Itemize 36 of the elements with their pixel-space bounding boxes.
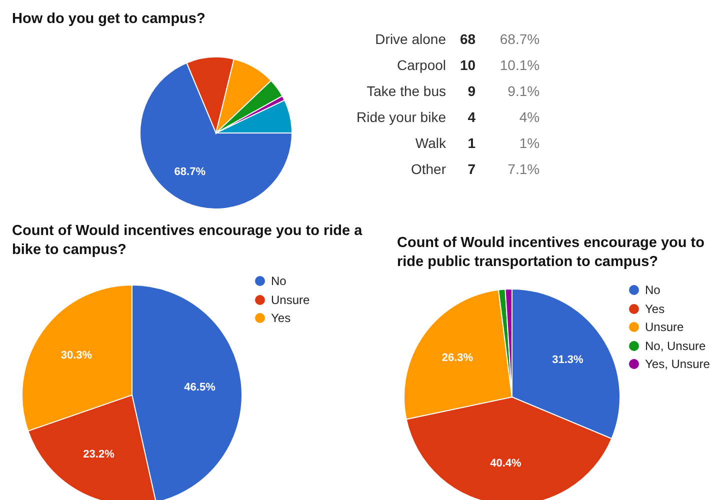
category-label: Carpool [396,56,447,75]
chart-title: Count of Would incentives encourage you to ride public transportation to campus? [397,234,706,272]
data-label: 40.4% [490,458,522,470]
legend-label: Unsure [645,320,684,334]
data-label: 9 [466,82,477,101]
legend-label: Unsure [271,292,310,307]
text: 10.1% [498,56,541,75]
text: 7.1% [506,160,541,179]
data-label: 68.7% [174,166,206,178]
data-label: 68 [459,30,477,49]
data-label: 31.3% [552,354,584,366]
data-label: 26.3% [442,352,474,364]
category-label: Drive alone [374,30,447,49]
category-label: Ride your bike [356,108,447,127]
legend-label: Yes [645,302,665,316]
data-label: 1 [466,134,477,153]
data-label: 7 [466,160,477,179]
data-label: 30.3% [60,349,92,362]
legend-label: Yes, Unsure [645,357,710,372]
data-label: 23.2% [83,448,115,461]
category-label: Take the bus [366,82,447,101]
legend-label: No [645,283,660,298]
text: 1% [518,134,541,153]
text: 4% [518,108,541,127]
category-label: Other [410,160,447,179]
text: 68.7% [498,30,541,49]
text: 9.1% [506,82,541,101]
chart-title: How do you get to campus? [12,10,206,29]
legend-label: Yes [271,311,291,326]
category-label: Walk [414,134,447,153]
legend-label: No, Unsure [645,338,706,353]
data-label: 10 [459,56,477,75]
data-label: 4 [466,108,477,127]
chart-title: Count of Would incentives encourage you to ride a bike to campus? [12,222,364,260]
data-label: 46.5% [184,382,216,394]
legend-label: No [271,274,286,288]
